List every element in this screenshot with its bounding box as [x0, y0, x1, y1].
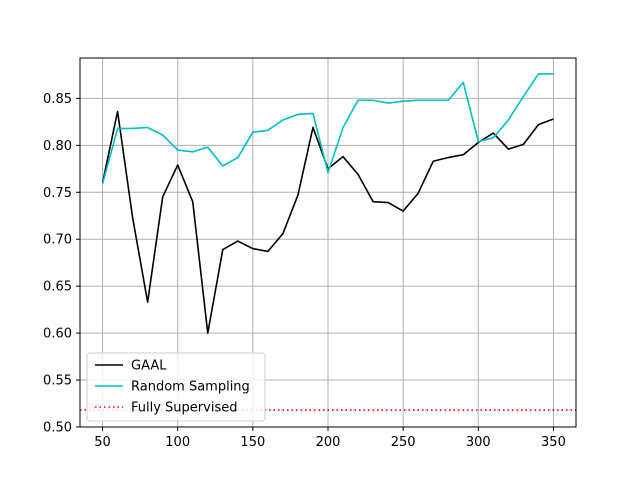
x-tick-label: 100: [165, 435, 190, 450]
x-tick-label: 200: [316, 435, 341, 450]
y-tick-label: 0.70: [43, 233, 72, 248]
grid: [80, 58, 576, 428]
y-tick-label: 0.80: [43, 139, 72, 154]
x-tick-label: 250: [391, 435, 416, 450]
series-line-random-sampling: [101, 73, 554, 185]
series: [101, 73, 554, 334]
legend-label: Fully Supervised: [131, 401, 237, 416]
x-tick-label: 300: [466, 435, 491, 450]
y-tick-label: 0.60: [43, 327, 72, 342]
legend-box: [86, 352, 266, 422]
series-line-gaal: [101, 110, 554, 334]
y-tick-label: 0.85: [43, 92, 72, 107]
y-tick-label: 0.75: [43, 186, 72, 201]
x-tick-label: 350: [541, 435, 566, 450]
ticks: 50 100 150 200 250 300 350 0.50 0.55 0.60 0.65 0.70…: [43, 92, 566, 450]
x-tick-label: 50: [94, 435, 111, 450]
legend-label: Random Sampling: [131, 380, 250, 395]
y-tick-label: 0.50: [43, 421, 72, 436]
legend-label: GAAL: [131, 359, 167, 374]
x-tick-label: 150: [240, 435, 265, 450]
y-tick-label: 0.65: [43, 280, 72, 295]
legend: GAAL Random Sampling Fully Supervised: [86, 352, 266, 422]
y-tick-label: 0.55: [43, 374, 72, 389]
